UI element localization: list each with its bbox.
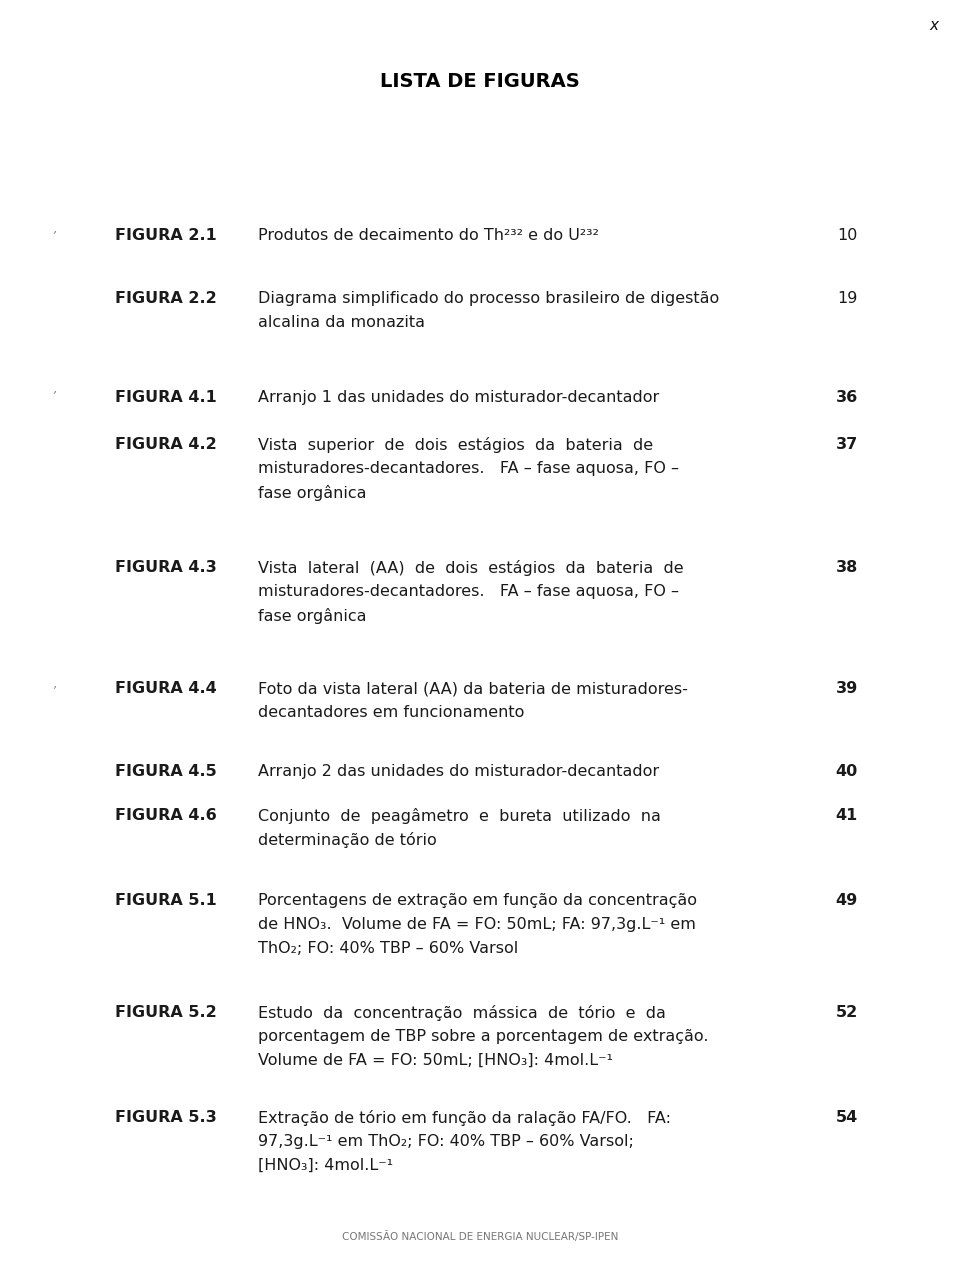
Text: FIGURA 4.3: FIGURA 4.3 xyxy=(115,560,217,576)
Text: ʼ: ʼ xyxy=(52,686,56,698)
Text: 52: 52 xyxy=(836,1004,858,1020)
Text: 49: 49 xyxy=(836,893,858,908)
Text: Vista  superior  de  dois  estágios  da  bateria  de: Vista superior de dois estágios da bater… xyxy=(258,436,653,453)
Text: ʼ: ʼ xyxy=(52,230,56,243)
Text: x: x xyxy=(929,18,938,33)
Text: misturadores-decantadores.   FA – fase aquosa, FO –: misturadores-decantadores. FA – fase aqu… xyxy=(258,584,679,600)
Text: Arranjo 1 das unidades do misturador-decantador: Arranjo 1 das unidades do misturador-dec… xyxy=(258,390,660,405)
Text: FIGURA 4.4: FIGURA 4.4 xyxy=(115,681,217,696)
Text: FIGURA 4.1: FIGURA 4.1 xyxy=(115,390,217,405)
Text: FIGURA 2.2: FIGURA 2.2 xyxy=(115,291,217,306)
Text: de HNO₃.  Volume de FA = FO: 50mL; FA: 97,3g.L⁻¹ em: de HNO₃. Volume de FA = FO: 50mL; FA: 97… xyxy=(258,917,696,932)
Text: Produtos de decaimento do Th²³² e do U²³²: Produtos de decaimento do Th²³² e do U²³… xyxy=(258,228,599,243)
Text: 54: 54 xyxy=(836,1109,858,1125)
Text: decantadores em funcionamento: decantadores em funcionamento xyxy=(258,705,524,720)
Text: Vista  lateral  (AA)  de  dois  estágios  da  bateria  de: Vista lateral (AA) de dois estágios da b… xyxy=(258,560,684,576)
Text: FIGURA 5.3: FIGURA 5.3 xyxy=(115,1109,217,1125)
Text: fase orgânica: fase orgânica xyxy=(258,608,367,624)
Text: Porcentagens de extração em função da concentração: Porcentagens de extração em função da co… xyxy=(258,893,697,908)
Text: misturadores-decantadores.   FA – fase aquosa, FO –: misturadores-decantadores. FA – fase aqu… xyxy=(258,460,679,476)
Text: Volume de FA = FO: 50mL; [HNO₃]: 4mol.L⁻¹: Volume de FA = FO: 50mL; [HNO₃]: 4mol.L⁻… xyxy=(258,1052,613,1068)
Text: fase orgânica: fase orgânica xyxy=(258,484,367,501)
Text: porcentagem de TBP sobre a porcentagem de extração.: porcentagem de TBP sobre a porcentagem d… xyxy=(258,1028,708,1044)
Text: FIGURA 4.6: FIGURA 4.6 xyxy=(115,808,217,824)
Text: ʼ: ʼ xyxy=(52,390,56,404)
Text: alcalina da monazita: alcalina da monazita xyxy=(258,315,425,330)
Text: FIGURA 5.1: FIGURA 5.1 xyxy=(115,893,217,908)
Text: Arranjo 2 das unidades do misturador-decantador: Arranjo 2 das unidades do misturador-dec… xyxy=(258,764,660,779)
Text: ThO₂; FO: 40% TBP – 60% Varsol: ThO₂; FO: 40% TBP – 60% Varsol xyxy=(258,941,518,956)
Text: FIGURA 4.2: FIGURA 4.2 xyxy=(115,436,217,452)
Text: 40: 40 xyxy=(836,764,858,779)
Text: Extração de tório em função da ralação FA/FO.   FA:: Extração de tório em função da ralação F… xyxy=(258,1109,671,1126)
Text: 36: 36 xyxy=(836,390,858,405)
Text: LISTA DE FIGURAS: LISTA DE FIGURAS xyxy=(380,72,580,91)
Text: 39: 39 xyxy=(836,681,858,696)
Text: 97,3g.L⁻¹ em ThO₂; FO: 40% TBP – 60% Varsol;: 97,3g.L⁻¹ em ThO₂; FO: 40% TBP – 60% Var… xyxy=(258,1133,634,1149)
Text: FIGURA 4.5: FIGURA 4.5 xyxy=(115,764,217,779)
Text: [HNO₃]: 4mol.L⁻¹: [HNO₃]: 4mol.L⁻¹ xyxy=(258,1157,394,1173)
Text: 41: 41 xyxy=(836,808,858,824)
Text: Diagrama simplificado do processo brasileiro de digestão: Diagrama simplificado do processo brasil… xyxy=(258,291,719,306)
Text: 10: 10 xyxy=(838,228,858,243)
Text: Conjunto  de  peagâmetro  e  bureta  utilizado  na: Conjunto de peagâmetro e bureta utilizad… xyxy=(258,808,660,824)
Text: FIGURA 5.2: FIGURA 5.2 xyxy=(115,1004,217,1020)
Text: Estudo  da  concentração  mássica  de  tório  e  da: Estudo da concentração mássica de tório … xyxy=(258,1004,666,1021)
Text: FIGURA 2.1: FIGURA 2.1 xyxy=(115,228,217,243)
Text: COMISSÃO NACIONAL DE ENERGIA NUCLEAR/SP-IPEN: COMISSÃO NACIONAL DE ENERGIA NUCLEAR/SP-… xyxy=(342,1231,618,1242)
Text: 38: 38 xyxy=(836,560,858,576)
Text: determinação de tório: determinação de tório xyxy=(258,832,437,848)
Text: 37: 37 xyxy=(836,436,858,452)
Text: 19: 19 xyxy=(838,291,858,306)
Text: Foto da vista lateral (AA) da bateria de misturadores-: Foto da vista lateral (AA) da bateria de… xyxy=(258,681,688,696)
